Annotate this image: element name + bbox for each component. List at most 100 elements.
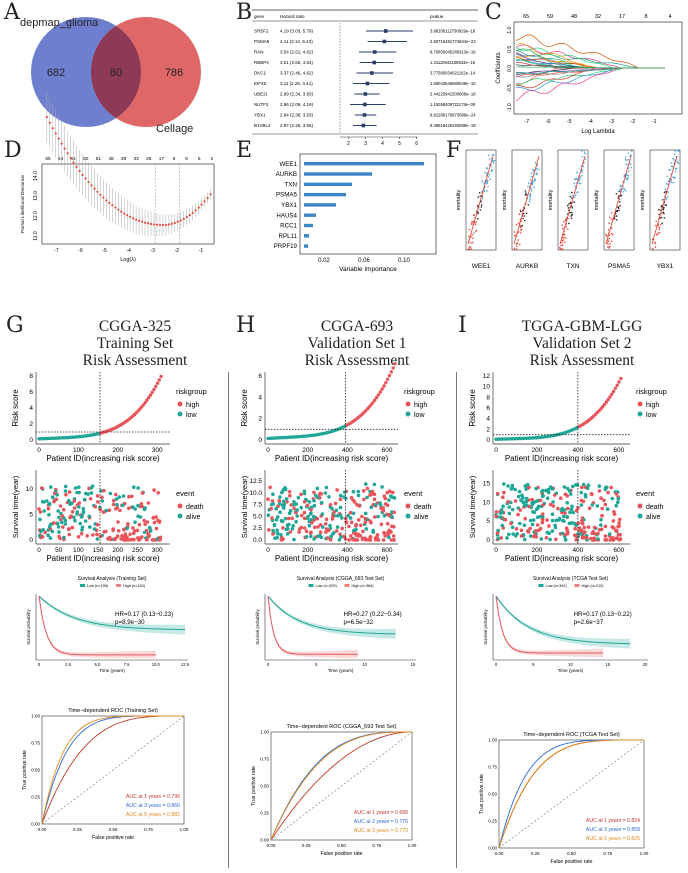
scatter-point bbox=[579, 182, 581, 185]
surv-point bbox=[269, 506, 273, 511]
importance-category-label: RPL11 bbox=[279, 233, 298, 240]
scatter-point bbox=[529, 196, 531, 198]
surv-point bbox=[494, 514, 498, 519]
surv-point bbox=[142, 530, 147, 535]
surv-point bbox=[49, 485, 53, 489]
surv-point bbox=[95, 537, 100, 541]
scatter-point bbox=[658, 228, 660, 231]
surv-point bbox=[499, 536, 503, 540]
surv-point bbox=[583, 530, 587, 534]
risk-x-tick: 0 bbox=[37, 447, 41, 454]
lasso-cv-ylabel: Partial Likelihood Deviance bbox=[20, 175, 26, 233]
km-hr: HR=0.27 (0.22−0.34) bbox=[344, 611, 402, 618]
surv-point bbox=[92, 527, 97, 531]
surv-point bbox=[352, 528, 356, 533]
scatter-point bbox=[677, 150, 679, 152]
surv-point bbox=[360, 536, 365, 541]
surv-point bbox=[498, 511, 503, 515]
lasso-cv-top-tick: 60 bbox=[83, 156, 89, 162]
surv-point bbox=[133, 520, 137, 524]
lasso-cv-point bbox=[188, 214, 191, 217]
surv-point bbox=[56, 509, 60, 513]
scatter-point bbox=[669, 168, 672, 171]
surv-point bbox=[309, 534, 313, 539]
scatter-point bbox=[666, 197, 668, 199]
surv-point bbox=[495, 491, 500, 496]
scatter-point bbox=[470, 242, 472, 244]
lasso-path-x-tick: -1 bbox=[652, 119, 657, 125]
surv-point bbox=[603, 524, 608, 529]
risk-y-tick: 6 bbox=[29, 389, 33, 396]
surv-point bbox=[155, 537, 160, 541]
lasso-cv-point bbox=[87, 180, 90, 184]
surv-point bbox=[599, 527, 604, 532]
lasso-cv-point bbox=[129, 215, 132, 218]
surv-point bbox=[63, 484, 68, 489]
roc-y-tick: 1.00 bbox=[31, 714, 40, 719]
risk-x-tick: 400 bbox=[572, 447, 583, 454]
roc-y-tick: 0.25 bbox=[31, 795, 40, 800]
surv-point bbox=[128, 532, 132, 537]
surv-point bbox=[333, 501, 338, 506]
surv-point bbox=[579, 503, 584, 507]
surv-point bbox=[580, 485, 584, 490]
surv-point bbox=[285, 532, 290, 536]
km-legend-low-swatch bbox=[80, 584, 85, 587]
scatter-point bbox=[571, 206, 574, 209]
scatter-point bbox=[563, 233, 566, 236]
scatter-point bbox=[667, 195, 669, 198]
surv-point bbox=[567, 489, 572, 493]
lasso-cv-top-tick: 48 bbox=[108, 156, 114, 162]
risk-y-tick: 2 bbox=[486, 426, 490, 433]
surv-point bbox=[565, 486, 570, 491]
surv-point bbox=[158, 537, 162, 541]
lasso-cv-x-tick: -5 bbox=[102, 248, 107, 254]
surv-x-tick: 600 bbox=[613, 547, 624, 554]
surv-point bbox=[356, 489, 361, 494]
surv-point bbox=[574, 538, 578, 542]
surv-point bbox=[42, 509, 47, 513]
risk-point bbox=[615, 383, 619, 387]
surv-point bbox=[315, 517, 320, 521]
surv-point bbox=[88, 497, 93, 501]
scatter-point bbox=[576, 172, 578, 174]
panel-label-a: A bbox=[4, 0, 20, 25]
surv-y-tick: 5 bbox=[486, 518, 490, 525]
lasso-cv-point bbox=[93, 187, 96, 190]
surv-point bbox=[312, 490, 316, 495]
surv-point bbox=[308, 512, 313, 516]
surv-x-tick: 600 bbox=[382, 547, 393, 554]
risk-point bbox=[157, 378, 161, 382]
surv-point bbox=[320, 512, 325, 516]
km-low-curve bbox=[38, 595, 186, 631]
surv-point bbox=[596, 531, 600, 536]
surv-y-tick: 7.5 bbox=[253, 502, 262, 509]
surv-point bbox=[531, 518, 536, 522]
risk-legend-high-dot bbox=[177, 401, 183, 407]
surv-point bbox=[276, 515, 280, 519]
surv-point bbox=[382, 531, 386, 535]
surv-legend-alive-dot bbox=[637, 513, 643, 519]
importance-category-label: WEE1 bbox=[279, 161, 297, 168]
surv-point bbox=[503, 517, 508, 522]
scatter-point bbox=[486, 180, 489, 182]
surv-point bbox=[277, 501, 282, 506]
risk-point bbox=[378, 390, 382, 394]
scatter-point bbox=[658, 208, 660, 211]
risk-point bbox=[606, 397, 610, 402]
scatter-point bbox=[674, 176, 676, 179]
surv-point bbox=[546, 490, 551, 495]
surv-point bbox=[302, 526, 307, 530]
surv-point bbox=[276, 504, 280, 508]
km-ylabel: Survival probability bbox=[255, 609, 260, 645]
surv-point bbox=[338, 505, 343, 510]
risk-xlabel: Patient ID(increasing risk score) bbox=[275, 454, 389, 463]
km-x-tick: 12.5 bbox=[181, 662, 190, 667]
risk-point bbox=[617, 380, 621, 384]
surv-point bbox=[590, 503, 595, 507]
surv-point bbox=[389, 538, 394, 542]
km-high-curve bbox=[267, 595, 358, 655]
surv-point bbox=[535, 523, 540, 527]
surv-point bbox=[589, 536, 593, 541]
surv-point bbox=[502, 482, 506, 486]
